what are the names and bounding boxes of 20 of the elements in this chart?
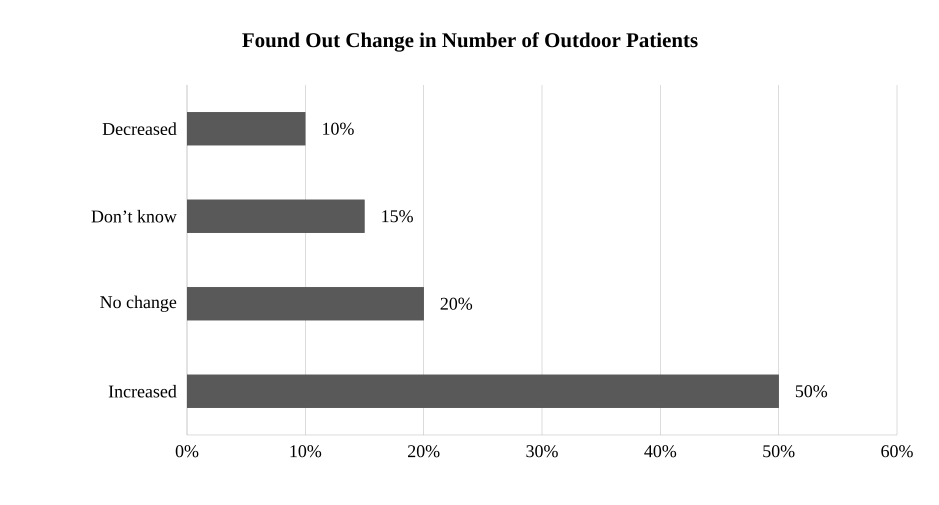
- bar: [187, 112, 306, 146]
- y-tick-label: Don’t know: [92, 210, 177, 223]
- x-tick-label: 10%: [290, 445, 322, 458]
- x-tick-label: 0%: [176, 445, 198, 458]
- x-tick-label: 50%: [763, 445, 794, 458]
- bar: [187, 200, 365, 233]
- y-tick-label: Increased: [108, 384, 177, 398]
- x-tick-label: 30%: [526, 445, 558, 458]
- y-tick-label: No change: [100, 296, 176, 312]
- y-tick-label: Decreased: [102, 122, 177, 136]
- bar: [187, 374, 779, 408]
- data-label: 10%: [323, 122, 354, 135]
- data-label: 20%: [440, 298, 472, 310]
- chart-title: Found Out Change in Number of Outdoor Patients: [242, 32, 698, 52]
- data-label: 50%: [796, 385, 828, 398]
- bar: [187, 287, 424, 320]
- x-tick-label: 20%: [408, 445, 440, 458]
- data-label: 15%: [382, 210, 413, 222]
- x-tick-label: 60%: [881, 445, 913, 458]
- x-tick-label: 40%: [644, 445, 676, 458]
